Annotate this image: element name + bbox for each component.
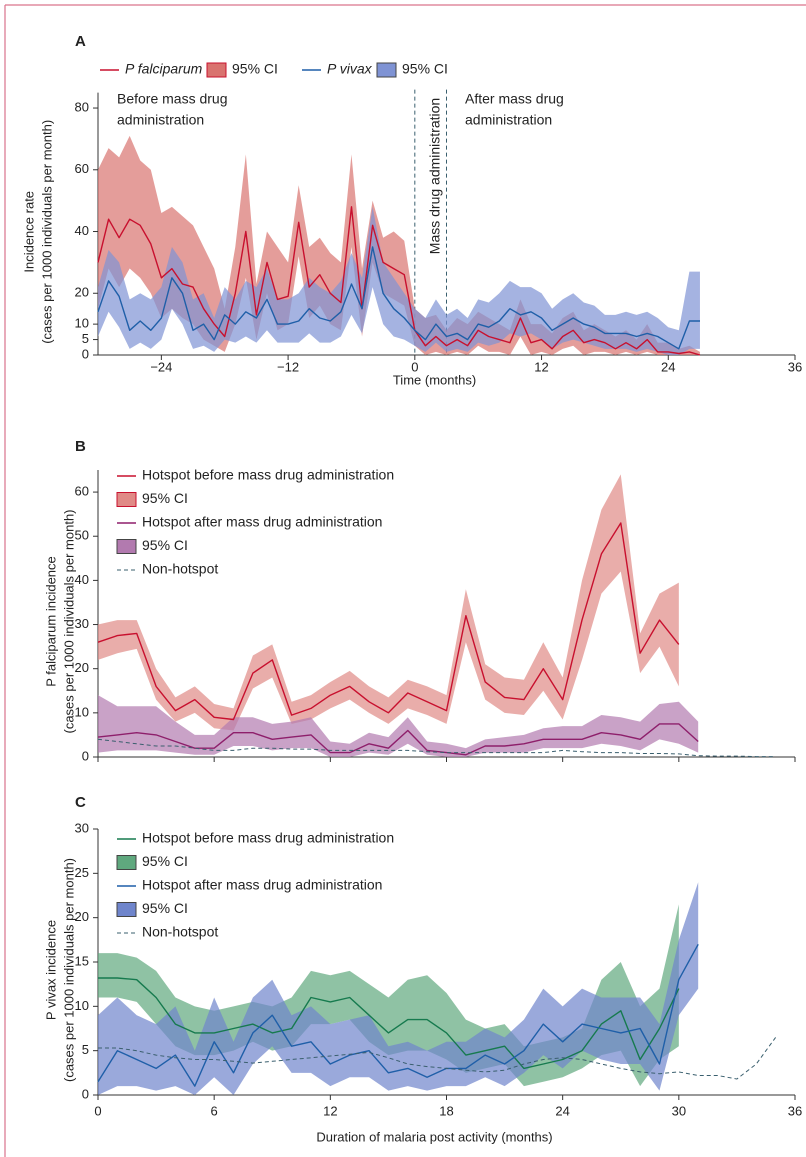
y-axis-label: (cases per 1000 individuals per month): [39, 120, 54, 344]
legend-label: Hotspot before mass drug administration: [142, 830, 394, 846]
y-tick-label: 15: [75, 953, 89, 968]
legend-label: 95% CI: [402, 61, 448, 77]
y-tick-label: 40: [75, 572, 89, 587]
y-tick-label: 20: [75, 285, 89, 300]
legend-label: Non-hotspot: [142, 561, 218, 577]
panel-label: A: [75, 33, 86, 50]
legend-swatch: [376, 62, 397, 78]
legend-swatch: [116, 855, 137, 870]
y-tick-label: 5: [82, 331, 89, 346]
data-line: [98, 977, 680, 1070]
x-tick-label: 12: [534, 359, 548, 374]
data-line: [97, 943, 699, 1087]
annotation: administration: [465, 112, 552, 128]
legend-label: 95% CI: [142, 853, 188, 869]
annotation: Mass drug administration: [427, 98, 443, 254]
x-axis-label: Duration of malaria post activity (month…: [316, 1129, 552, 1144]
x-tick-label: −12: [277, 359, 299, 374]
data-line: [97, 522, 680, 721]
x-tick-label: 30: [672, 1103, 686, 1118]
y-tick-label: 60: [75, 161, 89, 176]
y-tick-label: 30: [75, 616, 89, 631]
x-tick-label: 0: [94, 1103, 101, 1118]
x-axis-label: Time (months): [393, 372, 476, 387]
legend-swatch: [116, 902, 137, 917]
legend-label: 95% CI: [142, 490, 188, 506]
annotation: Before mass drug: [117, 91, 228, 107]
legend-swatch: [116, 492, 137, 507]
legend-label: P vivax: [327, 61, 373, 77]
x-tick-label: 36: [788, 359, 802, 374]
y-tick-label: 80: [75, 99, 89, 114]
y-tick-label: 10: [75, 704, 89, 719]
legend-label: P falciparum: [125, 61, 203, 77]
legend-swatch: [206, 62, 227, 78]
y-tick-label: 20: [75, 909, 89, 924]
dashed-line: [98, 1037, 777, 1080]
x-tick-label: 24: [555, 1103, 569, 1118]
legend-swatch: [116, 539, 137, 554]
ci-band: [98, 695, 699, 757]
x-tick-label: 36: [788, 1103, 802, 1118]
annotation: After mass drug: [465, 91, 564, 107]
data-line: [97, 246, 700, 350]
x-tick-label: 6: [211, 1103, 218, 1118]
y-tick-label: 30: [75, 820, 89, 835]
legend-label: 95% CI: [232, 61, 278, 77]
ci-band: [98, 474, 679, 731]
x-tick-label: −24: [150, 359, 172, 374]
legend-label: Hotspot after mass drug administration: [142, 877, 382, 893]
ci-band: [98, 206, 700, 355]
y-tick-label: 50: [75, 528, 89, 543]
annotation: administration: [117, 112, 204, 128]
x-tick-label: 18: [439, 1103, 453, 1118]
y-tick-label: 20: [75, 660, 89, 675]
y-tick-label: 0: [82, 1086, 89, 1101]
legend-label: 95% CI: [142, 900, 188, 916]
legend-label: Hotspot after mass drug administration: [142, 514, 382, 530]
dashed-line: [97, 738, 776, 758]
y-axis-label: (cases per 1000 individuals per month): [61, 858, 76, 1082]
legend-label: Non-hotspot: [142, 924, 218, 940]
y-tick-label: 0: [82, 748, 89, 763]
x-tick-label: 0: [411, 359, 418, 374]
y-axis-label: P vivax incidence: [43, 920, 58, 1020]
panel-label: C: [75, 794, 86, 811]
y-axis-label: P falciparum incidence: [43, 556, 58, 687]
legend-label: 95% CI: [142, 537, 188, 553]
y-tick-label: 0: [82, 346, 89, 361]
y-tick-label: 40: [75, 223, 89, 238]
panel-label: B: [75, 438, 86, 455]
ci-band: [98, 135, 700, 355]
y-axis-label: (cases per 1000 individuals per month): [61, 509, 76, 733]
y-tick-label: 10: [75, 316, 89, 331]
legend-label: Hotspot before mass drug administration: [142, 467, 394, 483]
y-tick-label: 5: [82, 1042, 89, 1057]
y-tick-label: 10: [75, 998, 89, 1013]
x-tick-label: 24: [661, 359, 675, 374]
y-axis-label: Incidence rate: [21, 191, 36, 273]
y-tick-label: 60: [75, 484, 89, 499]
x-tick-label: 12: [323, 1103, 337, 1118]
y-tick-label: 25: [75, 865, 89, 880]
data-line: [97, 206, 701, 356]
